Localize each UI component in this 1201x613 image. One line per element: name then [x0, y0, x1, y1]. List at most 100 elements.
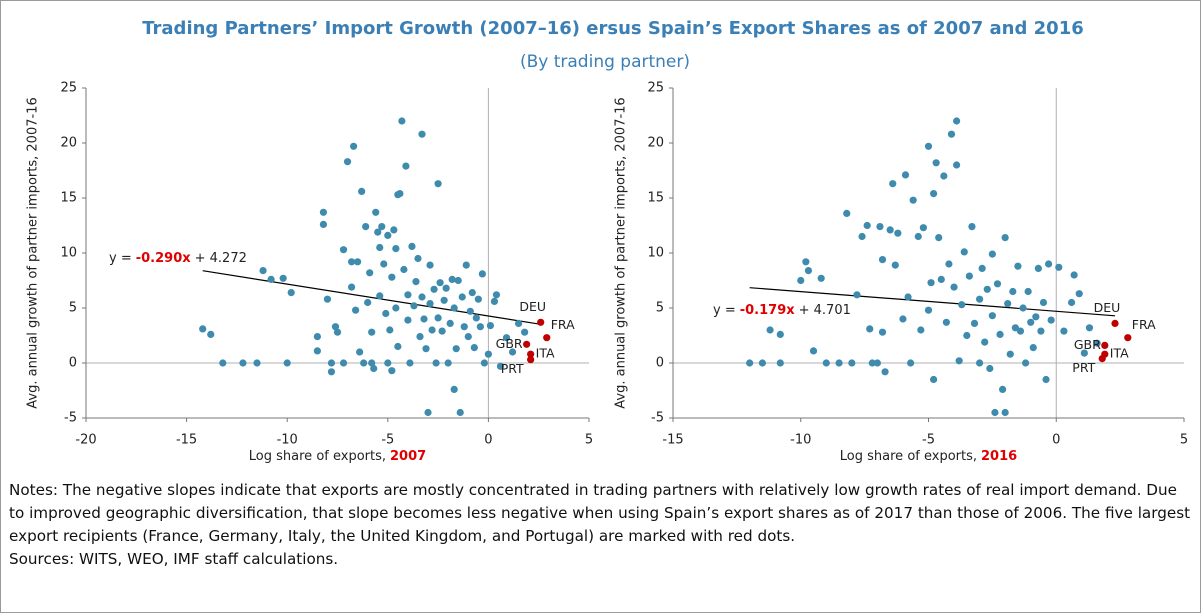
point — [339, 246, 348, 254]
point — [1034, 264, 1042, 272]
point — [976, 359, 984, 367]
point — [953, 161, 961, 169]
x-tick-label: -10 — [277, 433, 298, 448]
point — [450, 304, 458, 312]
point — [376, 243, 384, 252]
notes: Notes: The negative slopes indicate that… — [9, 481, 1191, 545]
point — [380, 260, 388, 268]
y-tick-label: -5 — [64, 411, 77, 426]
point — [901, 171, 910, 179]
y-tick-label: 10 — [647, 246, 664, 261]
y-tick-label: 5 — [69, 301, 77, 316]
point — [327, 359, 336, 367]
point — [822, 359, 830, 367]
highlight-point — [543, 334, 551, 342]
point — [1044, 260, 1053, 268]
highlight-point — [1098, 355, 1106, 363]
y-tick-label: 0 — [69, 356, 77, 371]
y-tick-label: 15 — [647, 191, 664, 206]
point — [1093, 339, 1101, 347]
point — [970, 319, 979, 327]
point — [848, 359, 856, 367]
point — [924, 306, 933, 314]
point — [889, 180, 897, 188]
point — [968, 223, 976, 231]
y-tick-label: 10 — [60, 246, 77, 261]
point — [766, 326, 774, 334]
x-tick-label: -15 — [662, 433, 683, 448]
x-tick-label: -5 — [381, 433, 394, 448]
x-tick-label: -15 — [176, 433, 197, 448]
point — [878, 328, 887, 336]
point — [372, 208, 380, 216]
point — [418, 293, 426, 301]
point — [988, 250, 996, 258]
x-tick-label: 0 — [484, 433, 492, 448]
point — [279, 274, 287, 282]
point — [343, 158, 352, 166]
point — [408, 242, 416, 250]
point — [434, 180, 442, 188]
point — [817, 274, 825, 282]
point — [416, 333, 424, 341]
equation-intercept: + 4.272 — [195, 251, 247, 266]
highlight-point — [1101, 341, 1109, 349]
point — [1021, 359, 1030, 367]
point — [988, 312, 996, 320]
point — [927, 279, 935, 287]
y-tick-label: -5 — [651, 411, 664, 426]
point — [319, 220, 328, 228]
point — [392, 245, 400, 253]
point — [935, 234, 943, 242]
point — [378, 223, 386, 231]
point — [521, 328, 529, 336]
point — [450, 385, 458, 393]
point — [313, 333, 321, 341]
point — [492, 291, 501, 299]
sources: Sources: WITS, WEO, IMF staff calculatio… — [9, 550, 339, 568]
point — [1055, 263, 1063, 271]
highlight-point — [527, 356, 535, 364]
point — [424, 408, 432, 417]
point — [267, 275, 275, 283]
point-label: PRT — [1072, 360, 1095, 375]
point — [804, 267, 813, 275]
x-tick-label: 5 — [1180, 433, 1188, 448]
y-tick-label: 25 — [60, 81, 77, 96]
point — [347, 258, 356, 266]
point — [438, 327, 446, 335]
point — [981, 338, 989, 346]
point — [448, 275, 456, 283]
point — [1039, 298, 1048, 307]
point — [940, 172, 948, 180]
point — [333, 328, 342, 336]
y-tick-label: 5 — [656, 301, 664, 316]
point — [199, 325, 207, 333]
point — [368, 359, 376, 367]
point — [917, 326, 925, 334]
point — [400, 265, 408, 274]
point — [388, 273, 396, 281]
point — [362, 223, 370, 231]
point — [434, 314, 442, 322]
point — [776, 330, 784, 338]
trendline-equation: y = -0.179x + 4.701 — [713, 303, 851, 318]
point — [1042, 375, 1050, 384]
point — [746, 359, 754, 367]
point — [904, 293, 912, 301]
point — [858, 232, 866, 241]
point — [1014, 262, 1022, 270]
point — [384, 359, 392, 367]
x-tick-label: -20 — [75, 433, 96, 448]
point — [508, 348, 517, 356]
point — [1075, 290, 1083, 298]
point — [894, 229, 902, 237]
point — [976, 295, 984, 303]
point — [1024, 287, 1032, 296]
point — [1001, 408, 1009, 417]
point-label: DEU — [519, 299, 546, 314]
point — [394, 342, 402, 351]
point — [219, 359, 227, 367]
point — [476, 323, 484, 331]
point — [382, 309, 390, 318]
